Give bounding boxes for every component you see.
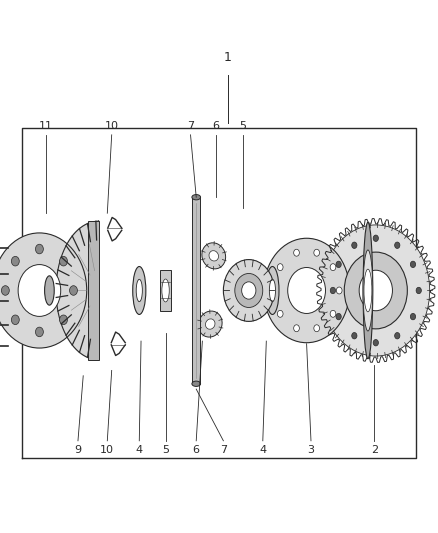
Circle shape <box>271 287 277 294</box>
Ellipse shape <box>133 266 146 314</box>
Text: 11: 11 <box>39 120 53 131</box>
Circle shape <box>330 287 336 294</box>
Circle shape <box>35 244 43 254</box>
Circle shape <box>359 270 392 311</box>
Circle shape <box>35 327 43 337</box>
Circle shape <box>344 252 407 329</box>
Circle shape <box>336 261 341 268</box>
Ellipse shape <box>364 269 372 312</box>
Ellipse shape <box>192 381 201 386</box>
Text: 5: 5 <box>240 120 247 131</box>
Circle shape <box>264 238 350 343</box>
Circle shape <box>410 261 416 268</box>
Ellipse shape <box>136 279 142 302</box>
Circle shape <box>277 264 283 271</box>
Circle shape <box>277 310 283 317</box>
Circle shape <box>336 287 342 294</box>
Text: 4: 4 <box>259 445 266 455</box>
Ellipse shape <box>202 243 226 269</box>
Circle shape <box>235 273 263 308</box>
Circle shape <box>395 242 400 248</box>
Text: 5: 5 <box>162 445 169 455</box>
Circle shape <box>18 264 61 317</box>
Ellipse shape <box>363 222 373 359</box>
Bar <box>192 197 200 384</box>
Circle shape <box>336 313 341 320</box>
Text: 3: 3 <box>307 445 314 455</box>
Circle shape <box>314 249 320 256</box>
Text: 9: 9 <box>74 445 81 455</box>
Circle shape <box>293 249 299 256</box>
Polygon shape <box>56 221 99 360</box>
Circle shape <box>373 235 378 241</box>
Circle shape <box>352 242 357 248</box>
Circle shape <box>223 260 274 321</box>
Circle shape <box>416 287 421 294</box>
Circle shape <box>322 225 430 356</box>
Circle shape <box>352 333 357 339</box>
Circle shape <box>11 315 19 325</box>
Bar <box>160 270 171 311</box>
Circle shape <box>11 256 19 266</box>
Text: 10: 10 <box>105 120 119 131</box>
Text: 2: 2 <box>371 445 378 455</box>
Bar <box>88 221 99 360</box>
Circle shape <box>288 268 325 313</box>
Circle shape <box>242 282 256 299</box>
Ellipse shape <box>363 250 373 331</box>
Circle shape <box>373 340 378 346</box>
Circle shape <box>395 333 400 339</box>
Ellipse shape <box>192 195 201 200</box>
Circle shape <box>1 286 9 295</box>
Text: 6: 6 <box>193 445 200 455</box>
Circle shape <box>410 313 416 320</box>
Circle shape <box>314 325 320 332</box>
Circle shape <box>60 256 67 266</box>
Text: 10: 10 <box>100 445 114 455</box>
Ellipse shape <box>162 279 169 302</box>
Circle shape <box>330 310 336 317</box>
Circle shape <box>330 264 336 271</box>
Ellipse shape <box>198 311 222 337</box>
Ellipse shape <box>209 251 219 261</box>
Text: 7: 7 <box>187 120 194 131</box>
Text: 4: 4 <box>136 445 143 455</box>
Circle shape <box>293 325 299 332</box>
Text: 7: 7 <box>220 445 227 455</box>
Text: 1: 1 <box>224 51 232 64</box>
Circle shape <box>0 233 87 348</box>
Circle shape <box>60 315 67 325</box>
Text: 6: 6 <box>212 120 219 131</box>
Ellipse shape <box>45 276 54 305</box>
Ellipse shape <box>269 279 276 302</box>
Ellipse shape <box>266 266 279 314</box>
Ellipse shape <box>205 319 215 329</box>
Circle shape <box>70 286 78 295</box>
